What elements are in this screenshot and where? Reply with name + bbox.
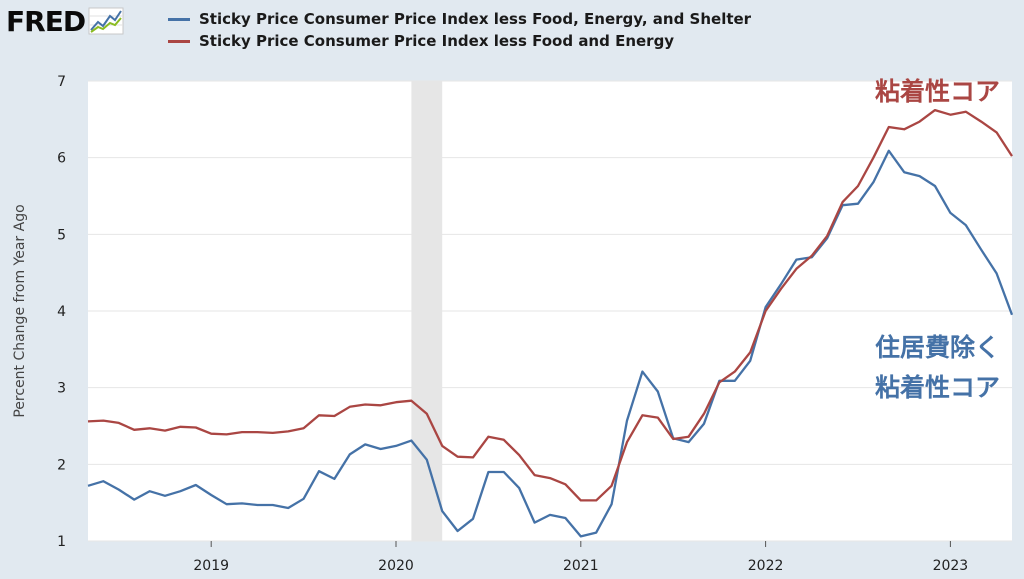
x-tick-label: 2023 — [933, 558, 969, 574]
chart-legend: Sticky Price Consumer Price Index less F… — [168, 8, 751, 52]
legend-label-red: Sticky Price Consumer Price Index less F… — [199, 32, 675, 50]
chart-header: FRED Sticky Price Consumer Price Index l… — [0, 0, 1024, 75]
y-tick-label: 4 — [57, 304, 66, 320]
x-tick-label: 2022 — [748, 558, 784, 574]
x-tick-label: 2019 — [193, 558, 229, 574]
series-line-0[interactable] — [87, 149, 1014, 538]
x-tick-label: 2021 — [563, 558, 599, 574]
y-tick-label: 1 — [57, 534, 66, 550]
annotation-blue-ex-shelter: 住居費除く — [875, 333, 1000, 362]
y-tick-label: 3 — [57, 381, 66, 397]
y-tick-label: 7 — [57, 74, 66, 90]
legend-label-blue: Sticky Price Consumer Price Index less F… — [199, 10, 752, 28]
annotation-blue-sticky-core: 粘着性コア — [875, 373, 1000, 402]
fred-logo-text: FRED — [6, 4, 86, 38]
legend-swatch-blue — [168, 17, 190, 21]
y-axis-ticks: 1 2 3 4 5 6 7 — [57, 74, 66, 550]
annotation-red-sticky-core: 粘着性コア — [875, 77, 1000, 106]
y-tick-label: 2 — [57, 457, 66, 473]
y-tick-label: 6 — [57, 151, 66, 167]
fred-chart-icon — [88, 7, 124, 35]
series-line-1[interactable] — [87, 108, 1013, 502]
y-axis-label: Percent Change from Year Ago — [12, 204, 28, 417]
legend-item-blue[interactable]: Sticky Price Consumer Price Index less F… — [168, 8, 751, 30]
legend-item-red[interactable]: Sticky Price Consumer Price Index less F… — [168, 30, 751, 52]
y-tick-label: 5 — [57, 227, 66, 243]
gridlines — [88, 80, 1012, 542]
series-lines — [87, 108, 1014, 538]
legend-swatch-red — [168, 39, 190, 43]
fred-logo[interactable]: FRED — [6, 4, 124, 38]
x-axis-ticks: 2019 2020 2021 2022 2023 — [193, 541, 968, 574]
x-tick-label: 2020 — [378, 558, 414, 574]
